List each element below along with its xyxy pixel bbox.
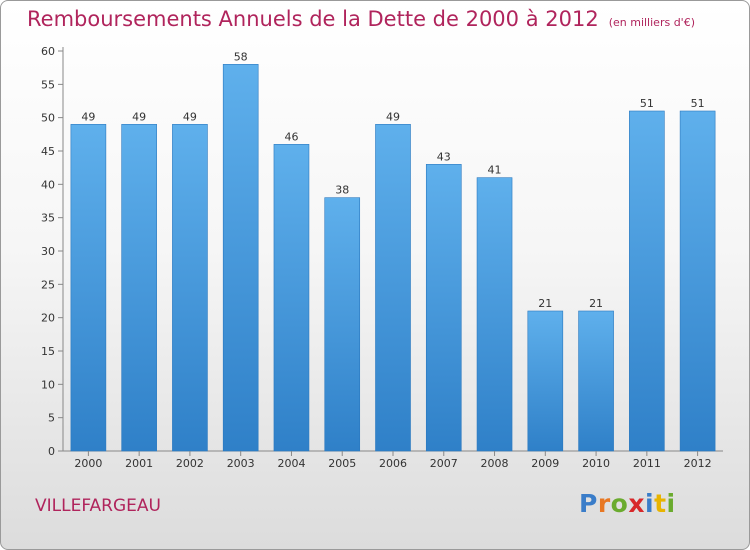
logo-letter: t [654, 489, 667, 518]
bar-value-label: 21 [589, 297, 603, 310]
bar-value-label: 41 [488, 164, 502, 177]
bar-value-label: 46 [284, 130, 298, 143]
chart-title: Remboursements Annuels de la Dette de 20… [27, 7, 695, 31]
bar [425, 164, 462, 452]
chart-title-text: Remboursements Annuels de la Dette de 20… [27, 7, 599, 31]
x-tick-label: 2008 [481, 457, 509, 470]
logo-letter: P [579, 489, 598, 518]
bar [679, 110, 716, 452]
bar-value-label: 51 [640, 97, 654, 110]
proxiti-logo: Proxiti [579, 489, 676, 518]
x-tick-label: 2007 [430, 457, 458, 470]
bar [578, 310, 614, 452]
bar-value-label: 49 [132, 110, 146, 123]
y-tick-label: 25 [41, 278, 55, 291]
x-tick-label: 2002 [176, 457, 204, 470]
y-tick-label: 20 [41, 312, 55, 325]
x-tick-label: 2012 [684, 457, 712, 470]
bar-value-label: 51 [691, 97, 705, 110]
bar-value-label: 21 [538, 297, 552, 310]
x-tick-label: 2011 [633, 457, 661, 470]
bar [70, 124, 107, 452]
x-tick-label: 2005 [328, 457, 356, 470]
y-tick-label: 40 [41, 178, 55, 191]
bar [476, 177, 513, 452]
bar-value-label: 38 [335, 184, 349, 197]
x-tick-label: 2001 [125, 457, 153, 470]
y-tick-label: 30 [41, 245, 55, 258]
bar [121, 124, 157, 452]
x-tick-label: 2006 [379, 457, 407, 470]
bar [527, 310, 564, 452]
y-tick-label: 60 [41, 45, 55, 58]
logo-letter: r [597, 489, 611, 518]
bar [629, 110, 665, 452]
bar-value-label: 58 [234, 50, 248, 63]
logo-letter: o [610, 489, 629, 518]
y-tick-label: 50 [41, 112, 55, 125]
y-tick-label: 0 [48, 445, 55, 458]
bar [324, 197, 361, 452]
y-tick-label: 35 [41, 212, 55, 225]
x-tick-label: 2003 [227, 457, 255, 470]
logo-letter: i [666, 489, 676, 518]
bar [222, 64, 259, 452]
y-tick-label: 15 [41, 345, 55, 358]
bar-value-label: 43 [437, 150, 451, 163]
bar-value-label: 49 [183, 110, 197, 123]
y-tick-label: 10 [41, 378, 55, 391]
x-tick-label: 2004 [277, 457, 305, 470]
commune-name: VILLEFARGEAU [35, 496, 161, 516]
bar [172, 124, 208, 452]
bar-value-label: 49 [386, 110, 400, 123]
unit-note: (en milliers d'€) [608, 16, 695, 29]
y-tick-label: 55 [41, 78, 55, 91]
x-tick-label: 2000 [74, 457, 102, 470]
logo-letter: i [645, 489, 655, 518]
y-tick-label: 45 [41, 145, 55, 158]
bar [375, 124, 411, 452]
x-tick-label: 2009 [531, 457, 559, 470]
bar-value-label: 49 [81, 110, 95, 123]
y-tick-label: 5 [48, 412, 55, 425]
logo-letter: x [628, 489, 645, 518]
x-tick-label: 2010 [582, 457, 610, 470]
bar [273, 144, 310, 452]
